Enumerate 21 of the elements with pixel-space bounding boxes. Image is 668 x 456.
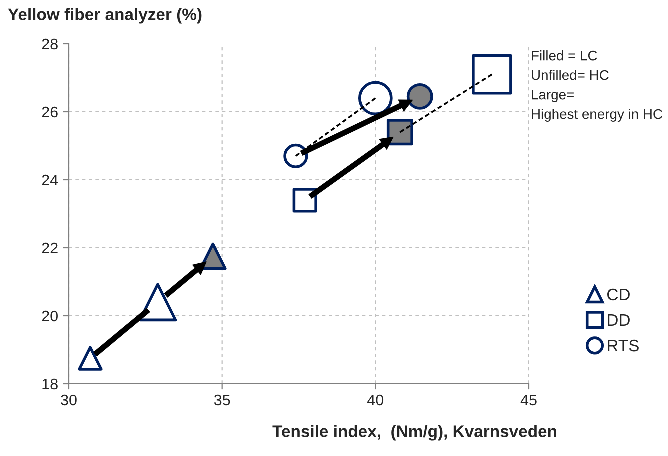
legend-label: CD — [608, 288, 630, 301]
text: Unfilled= HC — [532, 70, 609, 80]
y-tick-label: 20 — [42, 310, 58, 322]
text: Large= — [532, 90, 574, 102]
legend-label: RTS — [608, 340, 639, 352]
x-tick-label: 45 — [520, 394, 537, 406]
y-tick-label: 26 — [42, 106, 58, 118]
chart-title: Yellow fiber analyzer (%) — [8, 8, 202, 24]
x-tick-label: 30 — [61, 394, 77, 406]
x-tick-label: 40 — [368, 394, 384, 406]
legend-label: DD — [608, 314, 630, 326]
text: Highest energy in HC — [532, 109, 662, 122]
point — [386, 119, 414, 146]
y-tick-label: 28 — [42, 38, 58, 50]
y-tick-label: 18 — [42, 378, 58, 390]
point — [406, 83, 434, 110]
x-tick-label: 35 — [214, 394, 230, 406]
y-tick-label: 22 — [42, 242, 58, 254]
text: Filled = LC — [532, 50, 598, 61]
x-axis-title: Tensile index, (Nm/g), Kvarnsveden — [272, 425, 556, 441]
y-tick-label: 24 — [42, 174, 58, 186]
